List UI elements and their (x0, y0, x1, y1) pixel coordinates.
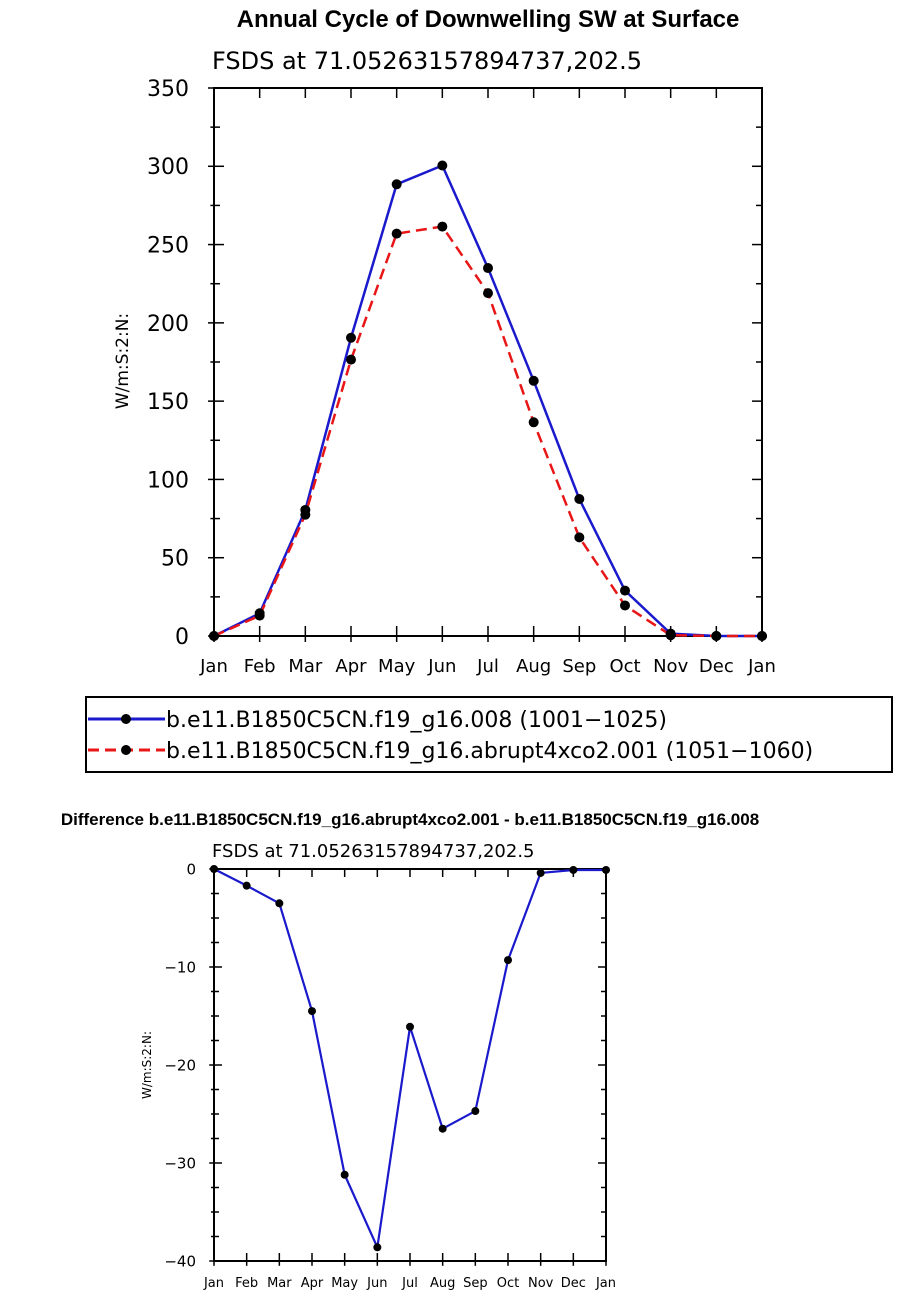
chart1-series-2-point (620, 600, 630, 611)
chart1-y-axis: 0 50 100 150 200 250 300 350 (147, 77, 762, 650)
chart1-series-1-point (620, 585, 630, 596)
chart2-xtick-label: Jan (595, 1276, 616, 1291)
chart1-series-group (209, 160, 767, 641)
chart1-series-2-point (437, 221, 448, 232)
chart2-title: Difference b.e11.B1850C5CN.f19_g16.abrup… (61, 810, 759, 829)
chart1-ytick-label: 50 (161, 547, 189, 572)
chart1-xtick-label: Jun (427, 656, 456, 677)
chart2-xtick-label: Jan (203, 1276, 224, 1291)
chart1-x-axis: Jan Feb Mar Apr May Jun Jul Aug Sep Oct Nov Dec Jan (199, 88, 776, 677)
chart1-xtick-label: Nov (653, 656, 688, 677)
chart2-subtitle: FSDS at 71.05263157894737,202.5 (212, 841, 535, 862)
chart1-series-2-point (574, 532, 585, 543)
chart2-xtick-label: Feb (235, 1276, 258, 1291)
chart2-xtick-label: Dec (561, 1276, 586, 1291)
chart2-series-1-point (438, 1124, 447, 1133)
chart2-xtick-label: Oct (497, 1276, 519, 1291)
chart2-plot-frame (213, 868, 607, 1262)
chart1-ylabel: W/m:S:2:N: (113, 313, 133, 409)
chart1-series-2-point (300, 509, 311, 520)
chart1-ytick-label: 300 (147, 155, 189, 180)
annual-cycle-chart: Annual Cycle of Downwelling SW at Surfac… (85, 6, 893, 773)
chart1-ytick-label: 200 (147, 312, 189, 337)
chart2-series-1-line (213, 868, 606, 1249)
chart2-ytick-label: −30 (164, 1154, 196, 1172)
chart1-series-2-point (483, 288, 493, 299)
chart1-xtick-label: Sep (562, 656, 596, 677)
chart1-series-1-point (528, 375, 539, 386)
chart2-ytick-label: −40 (164, 1252, 196, 1270)
chart2-xtick-label: Apr (301, 1276, 324, 1291)
chart2-xtick-label: Jun (366, 1276, 387, 1291)
chart1-xtick-label: Dec (699, 656, 734, 677)
chart2-xtick-label: Mar (267, 1276, 292, 1291)
chart2-ytick-label: 0 (186, 860, 196, 878)
chart2-y-axis: −40 −30 −20 −10 0 (164, 860, 606, 1270)
chart2-xtick-label: Sep (463, 1276, 488, 1291)
chart2-series-1-point (471, 1107, 480, 1116)
chart2-ytick-label: −10 (164, 958, 196, 976)
legend-label-series-1: b.e11.B1850C5CN.f19_g16.008 (1001−1025) (166, 708, 667, 733)
legend-marker-series-2 (121, 745, 131, 755)
chart1-ytick-label: 100 (147, 468, 189, 493)
chart1-legend: b.e11.B1850C5CN.f19_g16.008 (1001−1025) … (85, 696, 893, 773)
chart2-xtick-label: Aug (430, 1276, 455, 1291)
chart2-series-1-point (275, 899, 284, 908)
chart2-xtick-label: Jul (401, 1276, 418, 1291)
chart1-series-2-point (528, 417, 539, 428)
legend-box (85, 696, 893, 773)
chart1-xtick-label: Aug (516, 656, 551, 677)
legend-label-series-2: b.e11.B1850C5CN.f19_g16.abrupt4xco2.001 … (166, 739, 813, 764)
chart1-series-1-point (346, 332, 356, 343)
chart1-series-2-point (391, 228, 402, 239)
chart1-series-2-point (346, 354, 356, 365)
chart1-ytick-label: 350 (147, 77, 189, 102)
chart1-series-2-point (711, 631, 722, 641)
chart1-xtick-label: Apr (335, 656, 367, 677)
chart1-series-1-point (483, 263, 493, 274)
chart2-series-1-point (308, 1007, 316, 1016)
chart1-series-1-line (213, 164, 762, 638)
chart2-xtick-label: Nov (528, 1276, 554, 1291)
chart2-x-axis: Jan Feb Mar Apr May Jun Jul Aug Sep Oct Nov Dec Jan (203, 869, 616, 1291)
chart1-ytick-label: 0 (175, 625, 189, 650)
chart1-plot-frame (213, 87, 763, 637)
chart2-series-group (210, 865, 610, 1252)
chart2-series-1-point (406, 1022, 414, 1031)
chart1-series-1-point (437, 160, 448, 171)
legend-marker-series-1 (121, 714, 131, 724)
chart1-series-1-point (391, 179, 402, 190)
chart1-title: Annual Cycle of Downwelling SW at Surfac… (237, 6, 740, 33)
chart2-series-1-point (536, 868, 545, 877)
chart1-series-1-point (574, 494, 585, 504)
chart1-ytick-label: 150 (147, 390, 189, 415)
chart2-xtick-label: May (331, 1276, 358, 1291)
chart1-ytick-label: 250 (147, 233, 189, 258)
chart1-series-2-point (757, 631, 767, 641)
chart1-xtick-label: Mar (288, 656, 323, 677)
chart1-xtick-label: Jan (747, 656, 776, 677)
chart2-series-1-point (569, 865, 578, 874)
chart2-ylabel: W/m:S:2:N: (140, 1031, 154, 1099)
chart1-xtick-label: Jul (476, 656, 499, 677)
difference-chart: Difference b.e11.B1850C5CN.f19_g16.abrup… (61, 810, 759, 1291)
chart2-series-1-point (373, 1243, 382, 1252)
chart1-series-2-point (209, 631, 219, 641)
chart1-xtick-label: Feb (244, 656, 276, 677)
chart1-xtick-label: May (378, 656, 416, 677)
chart2-series-1-point (504, 956, 512, 965)
chart1-series-2-point (665, 630, 676, 641)
chart1-xtick-label: Oct (609, 656, 640, 677)
chart1-series-2-line (213, 225, 762, 638)
chart1-subtitle: FSDS at 71.05263157894737,202.5 (212, 47, 642, 75)
chart1-xtick-label: Jan (199, 656, 228, 677)
chart2-ytick-label: −20 (164, 1056, 196, 1074)
chart1-series-2-point (254, 610, 265, 621)
chart2-series-1-point (602, 865, 610, 874)
chart2-series-1-point (242, 881, 251, 890)
chart2-series-1-point (210, 865, 218, 873)
chart2-series-1-point (340, 1170, 349, 1179)
